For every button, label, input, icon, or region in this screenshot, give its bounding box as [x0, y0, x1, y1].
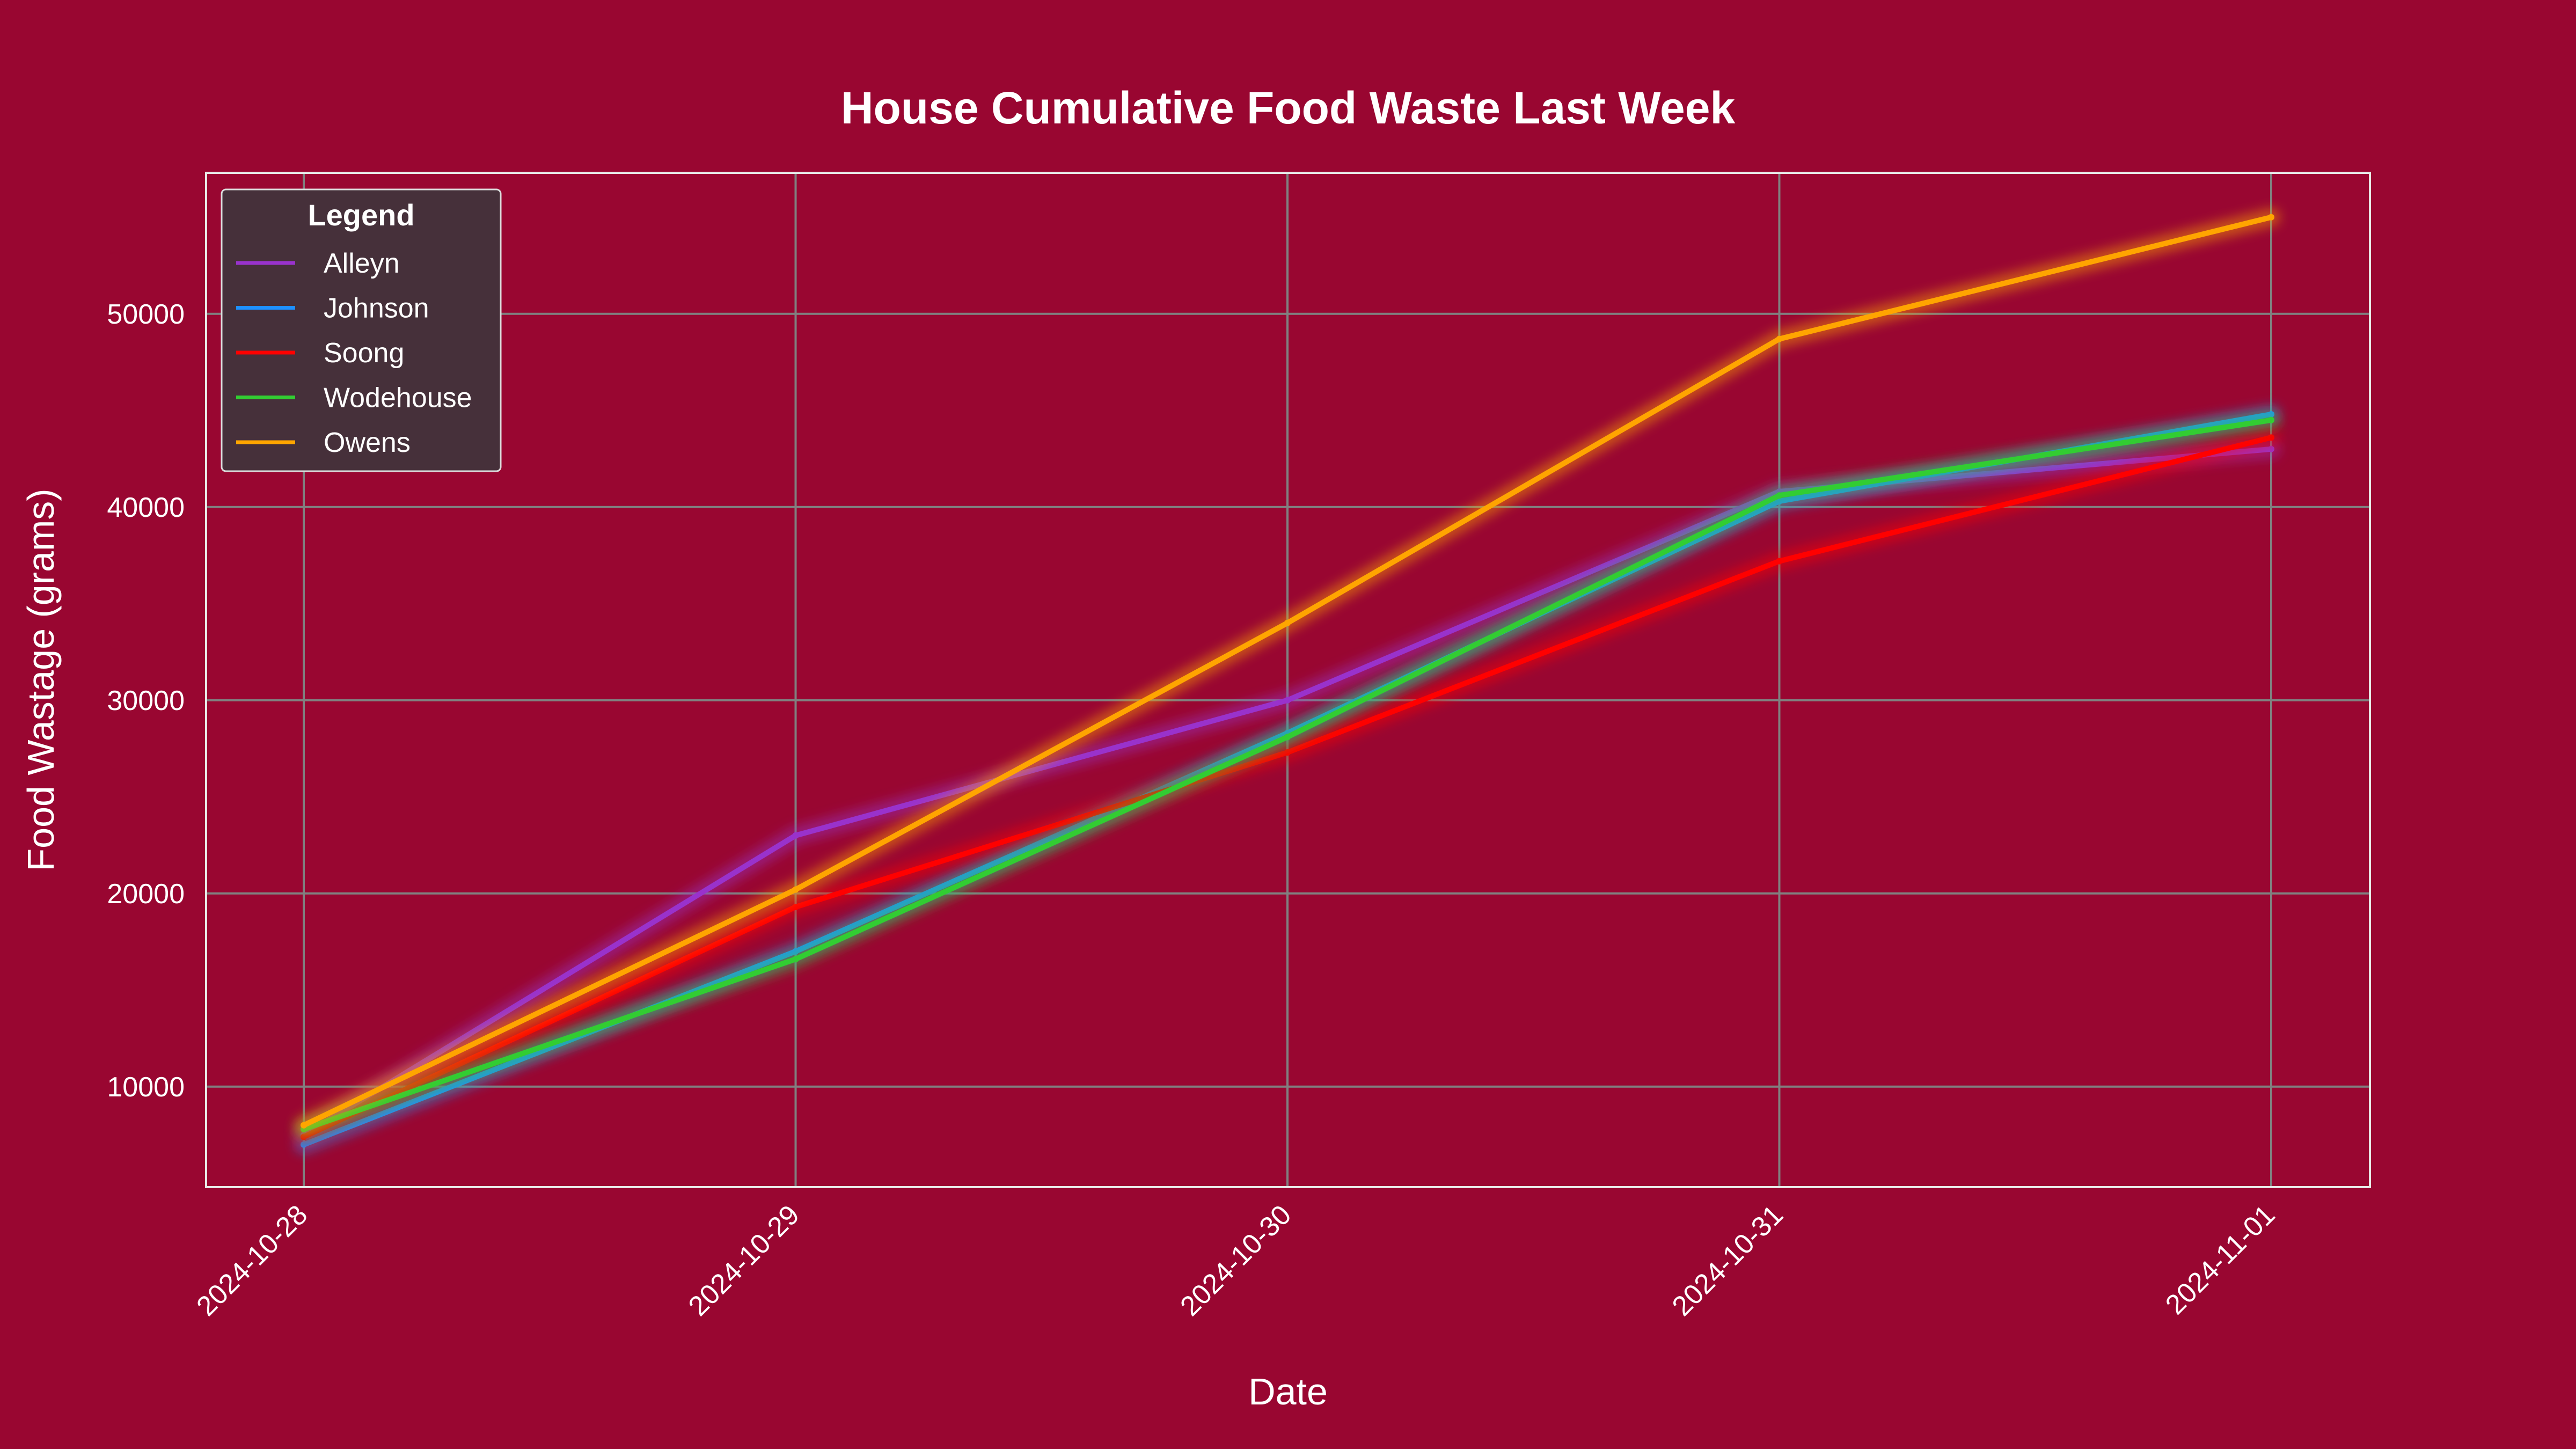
- series-layer: [295, 208, 2280, 1154]
- data-point: [792, 904, 799, 910]
- data-point: [792, 956, 799, 963]
- data-point: [792, 886, 799, 893]
- y-tick-label: 20000: [107, 879, 185, 910]
- y-axis-label: Food Wastage (grams): [20, 488, 62, 871]
- y-axis-ticks: 10000 20000 30000 40000 50000: [107, 299, 185, 1103]
- data-point: [1284, 697, 1291, 704]
- data-point: [792, 832, 799, 839]
- data-point: [301, 1122, 307, 1129]
- x-axis-ticks: 2024-10-28 2024-10-29 2024-10-30 2024-10-31…: [191, 1199, 2281, 1322]
- x-tick-label: 2024-11-01: [2160, 1199, 2281, 1320]
- y-tick-label: 30000: [107, 685, 185, 716]
- data-point: [1776, 558, 1783, 565]
- legend-label: Wodehouse: [324, 383, 472, 414]
- data-point: [1776, 492, 1783, 499]
- legend-label: Soong: [324, 338, 404, 369]
- series-soong: [295, 428, 2280, 1146]
- y-tick-label: 50000: [107, 299, 185, 330]
- series-wodehouse: [295, 411, 2280, 1138]
- plot-frame: [205, 172, 2371, 1188]
- legend-label: Owens: [324, 427, 411, 458]
- series-owens: [295, 208, 2280, 1135]
- legend: Legend Alleyn Johnson Soong Wodehouse Owens: [221, 188, 502, 472]
- x-tick-label: 2024-10-30: [1174, 1199, 1297, 1322]
- x-tick-label: 2024-10-29: [683, 1199, 806, 1322]
- legend-label: Johnson: [324, 293, 429, 324]
- data-point: [2268, 445, 2274, 452]
- y-tick-label: 40000: [107, 492, 185, 523]
- x-tick-label: 2024-10-28: [191, 1199, 313, 1322]
- data-point: [2268, 214, 2274, 221]
- data-point: [1284, 749, 1291, 756]
- legend-label: Alleyn: [324, 248, 400, 279]
- x-tick-label: 2024-10-31: [1666, 1199, 1789, 1322]
- data-point: [2268, 416, 2274, 423]
- legend-box: [221, 188, 502, 472]
- data-point: [1776, 335, 1783, 342]
- data-point: [2268, 434, 2274, 441]
- data-point: [1284, 734, 1291, 741]
- chart-title: House Cumulative Food Waste Last Week: [841, 83, 1736, 133]
- y-tick-label: 10000: [107, 1072, 185, 1103]
- data-point: [1284, 619, 1291, 626]
- x-axis-label: Date: [1248, 1371, 1328, 1413]
- legend-title: Legend: [308, 198, 414, 232]
